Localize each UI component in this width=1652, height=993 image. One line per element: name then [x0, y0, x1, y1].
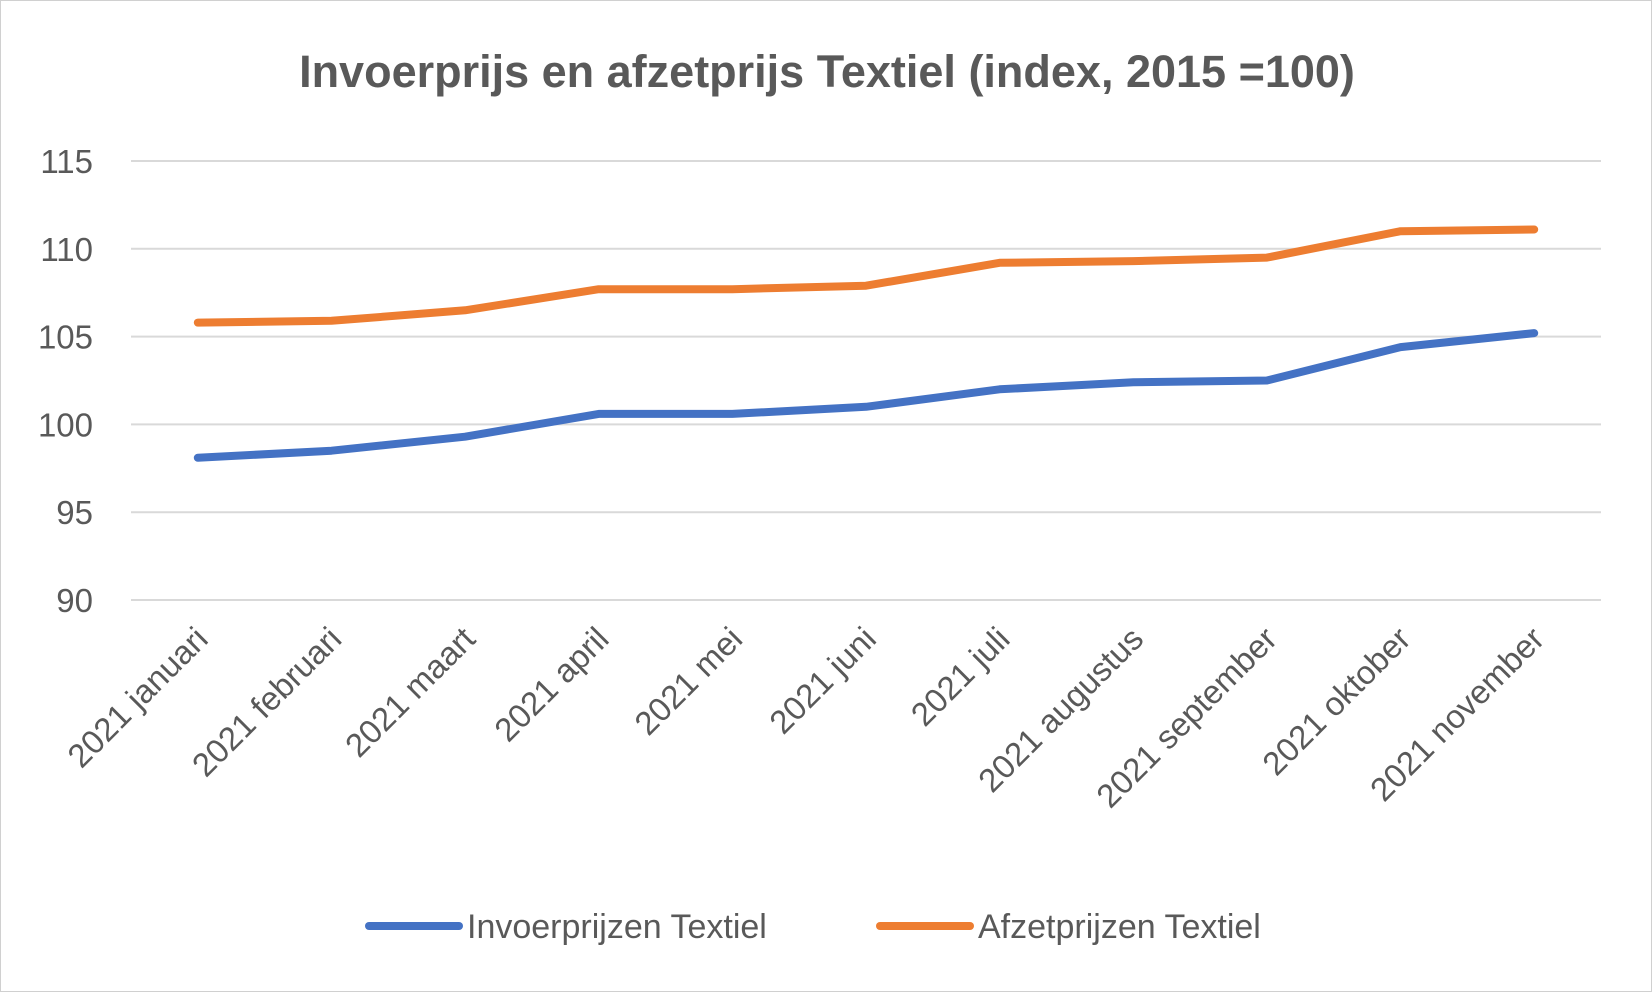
series-line-afzetprijzen [193, 225, 1539, 327]
x-tick-label: 2021 maart [338, 620, 482, 764]
gridlines [131, 160, 1601, 601]
y-tick-label: 100 [38, 406, 93, 443]
x-tick-label: 2021 juli [903, 620, 1016, 733]
y-tick-label: 95 [56, 494, 93, 531]
chart-title: Invoerprijs en afzetprijs Textiel (index… [299, 46, 1355, 97]
series-line-invoerprijzen [193, 329, 1539, 462]
series-lines [193, 225, 1539, 462]
legend-label: Invoerprijzen Textiel [467, 908, 767, 946]
y-tick-label: 105 [38, 319, 93, 356]
x-tick-label: 2021 april [487, 620, 616, 749]
y-tick-label: 115 [40, 143, 93, 180]
x-tick-label: 2021 mei [627, 620, 749, 742]
legend-label: Afzetprijzen Textiel [978, 908, 1261, 946]
legend: Invoerprijzen Textiel Afzetprijzen Textie… [365, 908, 1261, 946]
x-tick-label: 2021 juni [762, 620, 883, 741]
y-tick-label: 110 [40, 231, 93, 268]
y-axis-ticks: 90 95 100 105 110 115 [38, 143, 93, 619]
y-tick-label: 90 [56, 582, 93, 619]
